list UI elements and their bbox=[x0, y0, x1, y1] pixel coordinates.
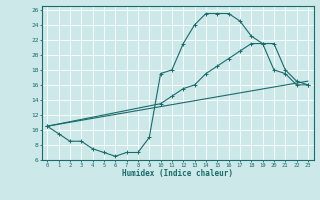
X-axis label: Humidex (Indice chaleur): Humidex (Indice chaleur) bbox=[122, 169, 233, 178]
